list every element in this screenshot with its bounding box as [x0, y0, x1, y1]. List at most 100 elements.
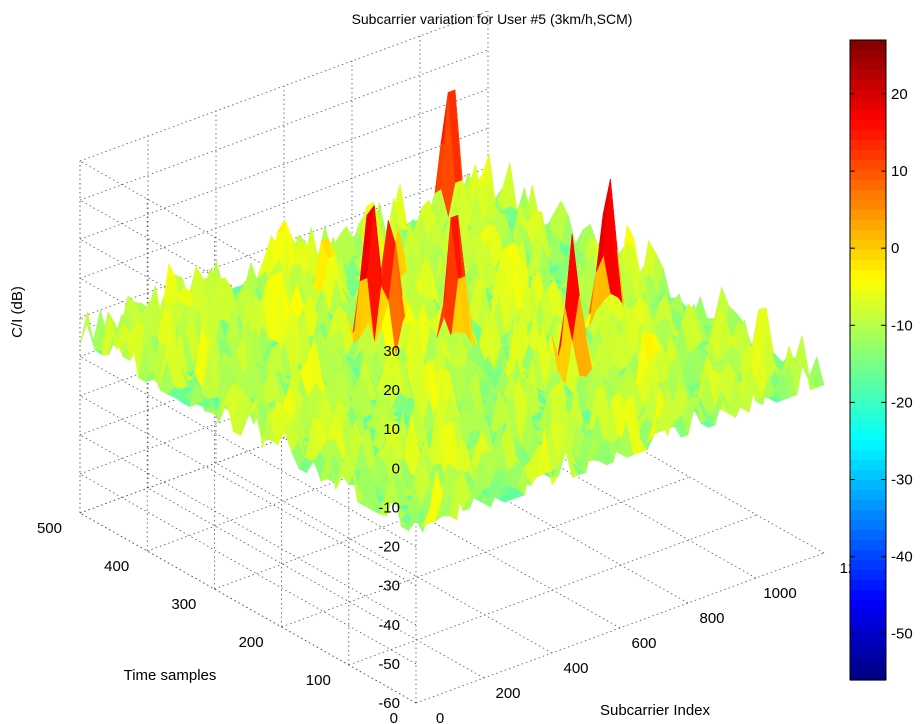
- colorbar-segment: [850, 250, 886, 261]
- colorbar-segment: [850, 490, 886, 501]
- y-tick-label: 0: [390, 710, 398, 724]
- colorbar-tick-label: -20: [891, 394, 913, 411]
- grid-line: [79, 512, 417, 704]
- x-tick-label: 800: [699, 610, 724, 627]
- colorbar-segment: [850, 460, 886, 471]
- x-tick-label: 600: [631, 635, 656, 652]
- colorbar-segment: [850, 670, 886, 681]
- grid-line: [215, 462, 553, 654]
- x-tick-label: 200: [495, 685, 520, 702]
- grid-line: [419, 387, 757, 579]
- colorbar-segment: [850, 280, 886, 291]
- colorbar-segment: [850, 420, 886, 431]
- colorbar-segment: [850, 580, 886, 591]
- z-tick-label: -40: [378, 617, 400, 634]
- surface-patch: [809, 355, 825, 388]
- surface-patch: [79, 311, 95, 347]
- colorbar-segment: [850, 350, 886, 361]
- colorbar-segment: [850, 430, 886, 441]
- grid-line: [281, 476, 690, 628]
- colorbar-tick-label: -10: [891, 317, 913, 334]
- colorbar-tick-label: -50: [891, 626, 913, 643]
- colorbar-segment: [850, 570, 886, 581]
- colorbar-frame: [849, 39, 887, 681]
- colorbar-segment: [850, 110, 886, 121]
- x-tick-label: 400: [563, 660, 588, 677]
- colorbar-segment: [850, 290, 886, 301]
- colorbar-tick-label: -40: [891, 549, 913, 566]
- x-tick-label: 0: [436, 710, 444, 724]
- colorbar-segment: [850, 600, 886, 611]
- x-axis-label: Subcarrier Index: [600, 702, 711, 719]
- colorbar-tick-label: 0: [891, 240, 899, 257]
- colorbar-segment: [850, 380, 886, 391]
- z-tick-label: 0: [392, 460, 400, 477]
- colorbar-segment: [850, 240, 886, 251]
- colorbar-segment: [850, 330, 886, 341]
- colorbar: -50 -40 -30 -20 -10 0 10 20: [849, 39, 913, 681]
- colorbar-segment: [850, 140, 886, 151]
- colorbar-segment: [850, 120, 886, 131]
- y-tick-label: 100: [306, 672, 331, 689]
- z-tick-label: -10: [378, 499, 400, 516]
- grid-line: [79, 362, 489, 514]
- grid-line: [79, 395, 417, 587]
- colorbar-segment: [850, 200, 886, 211]
- colorbar-segment: [850, 500, 886, 511]
- colorbar-segment: [850, 40, 886, 51]
- colorbar-segment: [850, 620, 886, 631]
- grid-line: [79, 434, 417, 626]
- colorbar-segment: [850, 370, 886, 381]
- x-tick-label: 1000: [763, 585, 796, 602]
- grid-line: [79, 49, 489, 201]
- colorbar-segment: [850, 230, 886, 241]
- colorbar-segment: [850, 440, 886, 451]
- colorbar-segment: [850, 90, 886, 101]
- colorbar-segment: [850, 470, 886, 481]
- colorbar-segment: [850, 270, 886, 281]
- grid-line: [415, 552, 825, 704]
- colorbar-segment: [850, 520, 886, 531]
- surface-mesh: [79, 89, 825, 534]
- colorbar-segment: [850, 80, 886, 91]
- colorbar-segment: [850, 220, 886, 231]
- y-tick-label: 200: [239, 634, 264, 651]
- grid-line: [79, 88, 489, 240]
- colorbar-segment: [850, 360, 886, 371]
- colorbar-segment: [850, 590, 886, 601]
- colorbar-segment: [850, 640, 886, 651]
- grid-line: [79, 356, 417, 547]
- grid-line: [79, 473, 417, 665]
- colorbar-segment: [850, 300, 886, 311]
- z-tick-label: 10: [383, 421, 400, 438]
- colorbar-segment: [850, 150, 886, 161]
- colorbar-segment: [850, 320, 886, 331]
- grid-line: [348, 514, 757, 666]
- colorbar-segment: [850, 180, 886, 191]
- y-tick-label: 500: [37, 520, 62, 537]
- colorbar-segment: [850, 70, 886, 81]
- colorbar-segment: [850, 160, 886, 171]
- colorbar-segment: [850, 480, 886, 491]
- z-tick-label: -50: [378, 656, 400, 673]
- grid-line: [283, 437, 621, 629]
- colorbar-segment: [850, 510, 886, 521]
- colorbar-segment: [850, 560, 886, 571]
- colorbar-segment: [850, 450, 886, 461]
- colorbar-segment: [850, 630, 886, 641]
- colorbar-segment: [850, 650, 886, 661]
- grid-line: [147, 487, 485, 679]
- colorbar-segment: [850, 540, 886, 551]
- y-tick-label: 400: [104, 558, 129, 575]
- z-tick-label: -20: [378, 539, 400, 556]
- z-tick-label: -30: [378, 578, 400, 595]
- colorbar-segment: [850, 310, 886, 321]
- colorbar-tick-label: 20: [891, 86, 908, 103]
- colorbar-segment: [850, 610, 886, 621]
- colorbar-segment: [850, 260, 886, 271]
- colorbar-segment: [850, 340, 886, 351]
- axis-ticks: -60-50-40-30-20-100102030010020030040050…: [37, 343, 856, 724]
- colorbar-segment: [850, 550, 886, 561]
- colorbar-segment: [850, 130, 886, 141]
